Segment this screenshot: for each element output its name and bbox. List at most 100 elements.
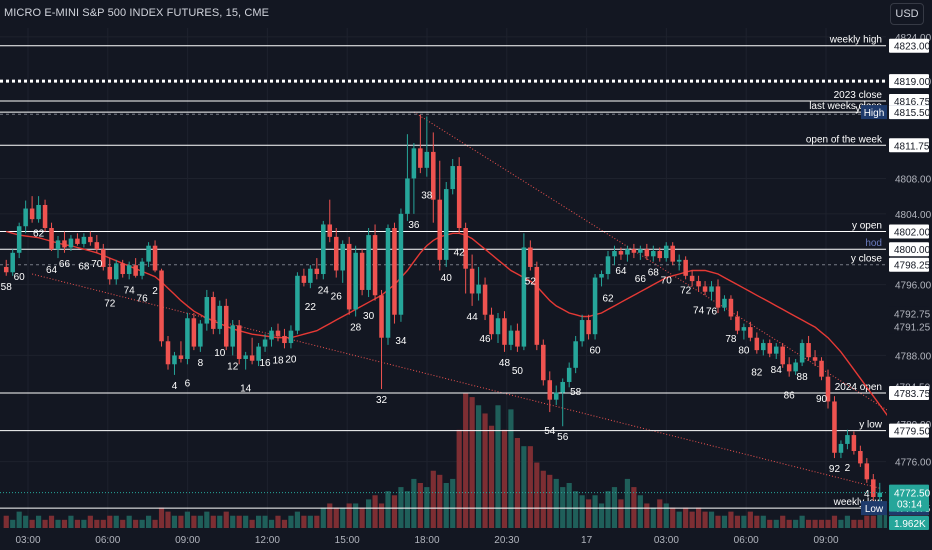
- level-label: last weeks close: [809, 101, 882, 112]
- candle-body: [133, 265, 138, 276]
- volume-bar: [650, 507, 656, 528]
- candle-body: [871, 479, 876, 498]
- volume-bar: [48, 515, 55, 528]
- volume-bar: [670, 507, 676, 528]
- volume-bar: [611, 487, 618, 528]
- volume-tag-label: 1.962K: [894, 519, 926, 530]
- candle-body: [23, 208, 28, 227]
- volume-bar: [165, 511, 171, 528]
- price-tag-label: 4815.50: [894, 108, 931, 119]
- bar-count-label: 88: [797, 372, 809, 383]
- volume-bar: [463, 393, 469, 528]
- time-tick-label: 12:00: [255, 535, 280, 546]
- currency-button[interactable]: USD: [890, 3, 924, 25]
- bar-count-label: 78: [725, 334, 737, 345]
- candle-body: [845, 435, 850, 444]
- volume-bar: [534, 462, 540, 528]
- price-tag-label: 4791.25: [894, 323, 931, 334]
- bar-count-label: 60: [14, 272, 26, 283]
- bar-count-label: 72: [680, 285, 692, 296]
- volume-bar: [728, 511, 734, 528]
- bar-count-label: 10: [214, 348, 226, 359]
- bar-count-label: 80: [738, 346, 750, 357]
- volume-bar: [540, 470, 546, 528]
- price-tag-label: 4802.00: [894, 228, 931, 239]
- price-tag: [889, 423, 929, 438]
- level-label: hod: [865, 238, 882, 249]
- bar-count-label: 74: [693, 306, 705, 317]
- candle-body: [314, 268, 320, 275]
- level-label: y low: [859, 420, 883, 431]
- bar-count-label: 34: [395, 336, 407, 347]
- bar-count-label: 70: [91, 259, 103, 270]
- volume-bar: [74, 519, 80, 528]
- volume-bar: [372, 495, 378, 528]
- bar-count-label: 4: [864, 489, 870, 500]
- candle-body: [812, 357, 818, 361]
- price-tag-label: 4792.75: [894, 309, 931, 320]
- candle-body: [159, 270, 164, 342]
- volume-bar: [256, 515, 262, 528]
- candle-body: [321, 224, 326, 275]
- candle-body: [528, 247, 533, 267]
- candle-body: [573, 341, 578, 368]
- volume-bar: [514, 438, 520, 528]
- candle-body: [799, 343, 805, 363]
- price-tag: [889, 38, 929, 53]
- candle-body: [236, 325, 242, 359]
- candle-body: [541, 344, 546, 381]
- bar-count-label: 58: [1, 282, 13, 293]
- candle-body: [579, 320, 585, 342]
- candle-body: [819, 360, 824, 377]
- bar-count-label: 72: [104, 299, 116, 310]
- bar-count-label: 24: [318, 285, 330, 296]
- price-tag: [889, 105, 929, 120]
- candle-body: [728, 298, 734, 317]
- volume-bar: [23, 515, 29, 528]
- volume-bar: [553, 478, 559, 528]
- bar-count-label: 40: [441, 273, 453, 284]
- bar-count-label: 76: [137, 293, 149, 304]
- candle-body: [437, 199, 443, 260]
- volume-bar: [107, 515, 113, 528]
- bar-count-label: 52: [525, 276, 537, 287]
- candle-body: [683, 259, 688, 276]
- candle-body: [398, 213, 404, 315]
- price-tick-label: 4788.00: [895, 351, 932, 362]
- candle-body: [113, 263, 119, 280]
- price-tick-label: 4796.00: [895, 281, 932, 292]
- price-axis: [887, 0, 932, 550]
- volume-bar: [314, 515, 320, 528]
- bar-count-label: 28: [350, 322, 362, 333]
- candle-body: [773, 346, 779, 354]
- price-tag-name: [861, 501, 887, 516]
- volume-bar: [644, 503, 650, 528]
- price-tag-label: 4800.00: [894, 245, 931, 256]
- candle-body: [204, 297, 210, 324]
- bar-count-label: 60: [589, 346, 601, 357]
- price-tag-label: 4811.75: [894, 141, 930, 152]
- volume-bar: [883, 503, 889, 528]
- candle-body: [495, 318, 501, 335]
- candle-body: [618, 251, 624, 255]
- volume-bar: [417, 483, 423, 528]
- candle-body: [282, 335, 287, 344]
- bar-count-label: 62: [33, 229, 45, 240]
- bar-count-label: 2: [845, 463, 851, 474]
- time-tick-label: 20:30: [494, 535, 519, 546]
- candle-body: [521, 247, 527, 347]
- volume-bar: [268, 519, 275, 528]
- price-tag-label: 4783.75: [894, 389, 931, 400]
- volume-bar: [812, 519, 818, 528]
- trend-line: [413, 111, 921, 432]
- volume-bar: [734, 515, 740, 528]
- volume-bar: [527, 446, 533, 528]
- candle-body: [838, 443, 844, 453]
- volume-bar: [366, 499, 372, 528]
- volume-bar: [760, 515, 766, 528]
- candle-body: [172, 355, 177, 365]
- candle-body: [553, 392, 559, 400]
- bar-count-label: 74: [124, 285, 136, 296]
- volume-bar: [786, 519, 792, 528]
